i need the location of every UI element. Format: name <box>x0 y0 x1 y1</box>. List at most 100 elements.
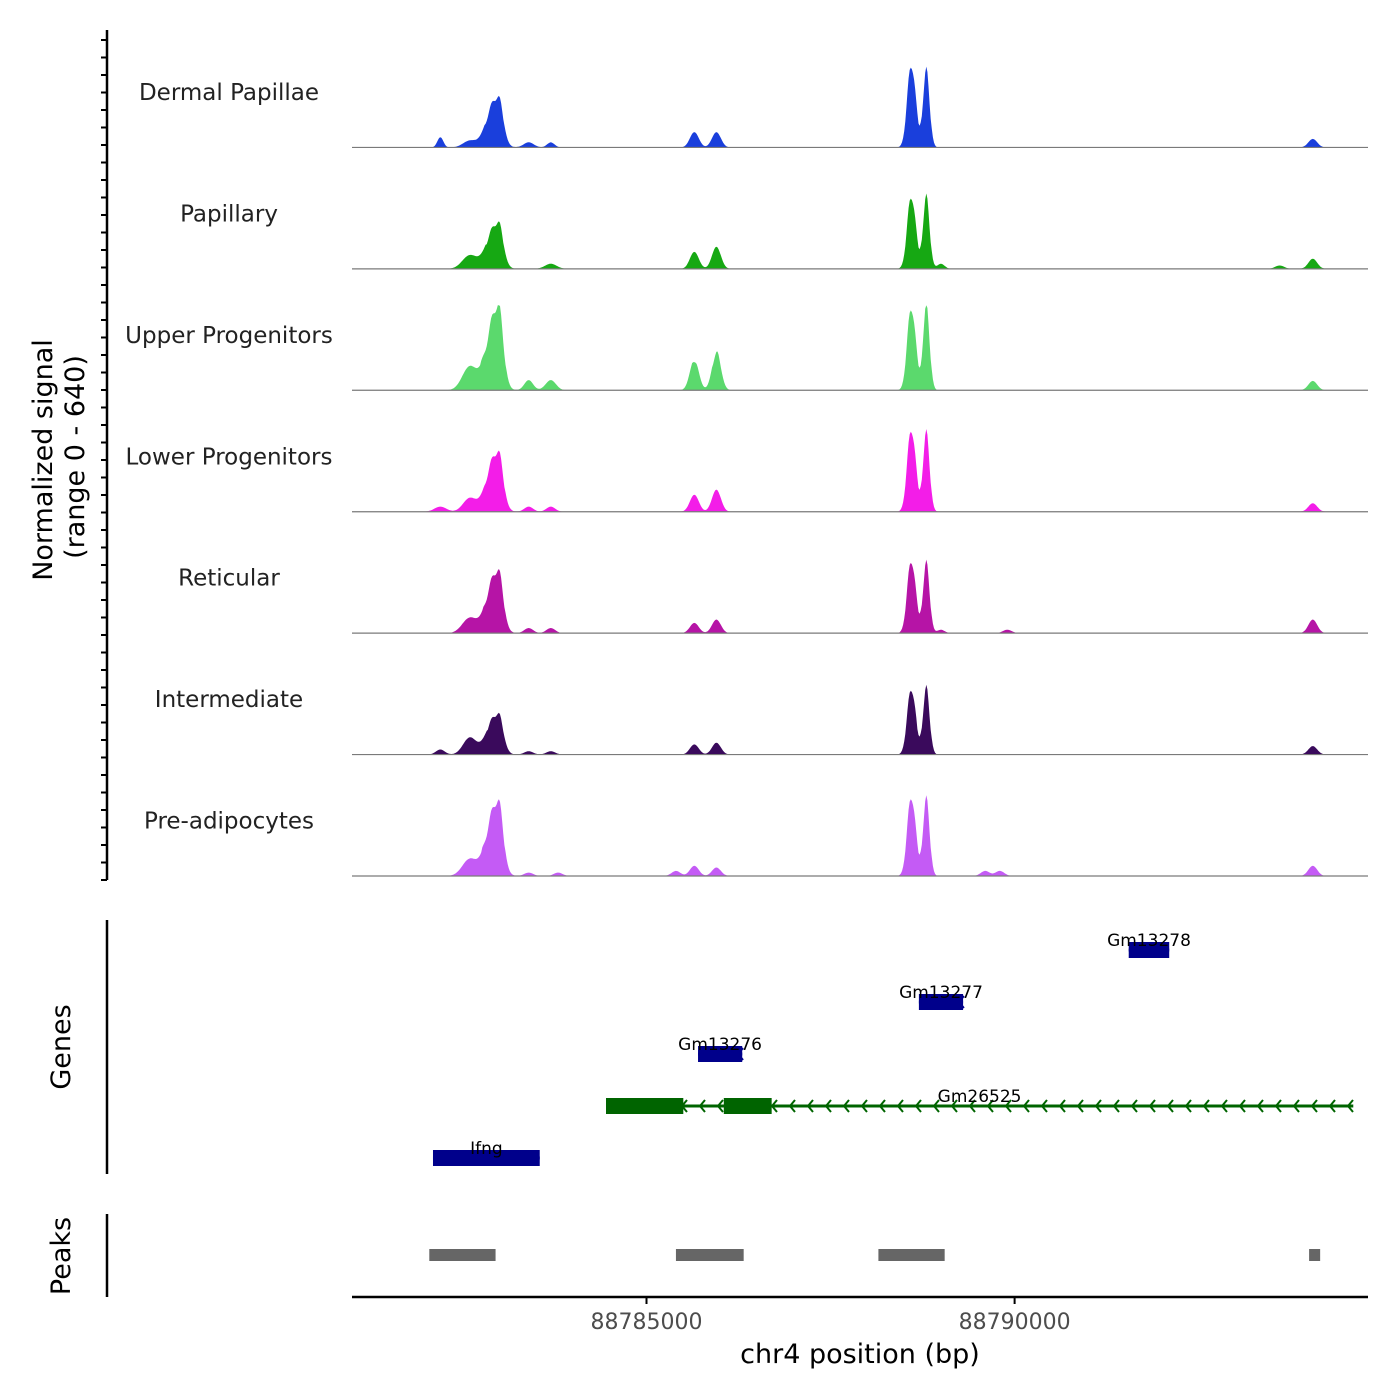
strand-arrow <box>939 995 947 1009</box>
strand-arrow <box>662 1099 670 1113</box>
strand-arrow <box>1112 1099 1120 1113</box>
peaks-panel <box>429 1249 1321 1261</box>
strand-arrow <box>932 1099 940 1113</box>
strand-arrow <box>1148 1099 1156 1113</box>
strand-arrow <box>1274 1099 1282 1113</box>
track-label: Reticular <box>178 566 280 592</box>
strand-arrow <box>986 1099 994 1113</box>
strand-arrow <box>1346 1099 1354 1113</box>
gene-gm13278: Gm13278 <box>1107 931 1191 958</box>
strand-arrow <box>1256 1099 1264 1113</box>
peak-region <box>878 1249 945 1261</box>
coverage-area <box>352 684 1368 755</box>
strand-arrow <box>914 1099 922 1113</box>
gene-label: Gm13277 <box>899 983 983 1003</box>
strand-arrow <box>896 1099 904 1113</box>
strand-arrow <box>1040 1099 1048 1113</box>
coverage-ylabel-line1: Normalized signal <box>28 339 59 581</box>
coverage-area <box>352 795 1368 876</box>
coverage-panel: Dermal Papillae Papillary Upper Progenitor… <box>125 66 1368 877</box>
strand-arrow <box>770 1099 778 1113</box>
strand-arrow <box>736 1047 744 1061</box>
strand-arrow <box>1220 1099 1228 1113</box>
strand-arrow <box>860 1099 868 1113</box>
track-label: Pre-adipocytes <box>144 809 314 835</box>
strand-arrow <box>608 1099 616 1113</box>
strand-arrow <box>842 1099 850 1113</box>
strand-arrow <box>950 1099 958 1113</box>
strand-arrow <box>1094 1099 1102 1113</box>
strand-arrow <box>824 1099 832 1113</box>
peak-region <box>1309 1249 1321 1261</box>
gene-gm26525: Gm26525 <box>606 1087 1354 1114</box>
gene-gm13276: Gm13276 <box>678 1035 762 1062</box>
strand-arrow <box>644 1099 652 1113</box>
coverage-area <box>352 66 1368 148</box>
track-label: Dermal Papillae <box>139 80 319 106</box>
gene-exon <box>1128 942 1170 958</box>
strand-arrow <box>507 1151 515 1165</box>
coverage-area <box>352 193 1368 269</box>
strand-arrow <box>1149 943 1157 957</box>
x-axis: 88785000 88790000 <box>352 1295 1368 1335</box>
coverage-ylabel-line2: (range 0 - 640) <box>60 355 91 559</box>
peak-region <box>429 1249 496 1261</box>
x-axis-label: chr4 position (bp) <box>740 1339 980 1370</box>
track-label: Upper Progenitors <box>125 323 333 349</box>
track-label: Intermediate <box>155 687 303 713</box>
strand-arrow <box>1131 943 1139 957</box>
gene-exon <box>723 1098 772 1114</box>
genes-panel: Gm13278 Gm13277 Gm13276 Gm26525 Ifng <box>432 931 1354 1166</box>
coverage-area <box>352 305 1368 391</box>
strand-arrow <box>718 1047 726 1061</box>
coverage-y-axis <box>101 30 109 881</box>
strand-arrow <box>1130 1099 1138 1113</box>
strand-arrow <box>1076 1099 1084 1113</box>
track-label: Lower Progenitors <box>126 444 333 470</box>
strand-arrow <box>734 1099 742 1113</box>
strand-arrow <box>680 1099 688 1113</box>
strand-arrow <box>806 1099 814 1113</box>
strand-arrow <box>921 995 929 1009</box>
strand-arrow <box>1238 1099 1246 1113</box>
gene-label: Gm13276 <box>678 1035 762 1055</box>
strand-arrow <box>1058 1099 1066 1113</box>
strand-arrow <box>716 1099 724 1113</box>
strand-arrow <box>489 1151 497 1165</box>
strand-arrow <box>525 1151 533 1165</box>
strand-arrow <box>878 1099 886 1113</box>
strand-arrow <box>698 1099 706 1113</box>
x-tick-label: 88790000 <box>959 1310 1071 1335</box>
strand-arrow <box>1292 1099 1300 1113</box>
strand-arrow <box>1310 1099 1318 1113</box>
strand-arrow <box>968 1099 976 1113</box>
strand-arrow <box>1022 1099 1030 1113</box>
genes-ylabel: Genes <box>46 1004 77 1089</box>
peaks-ylabel: Peaks <box>46 1217 77 1295</box>
strand-arrow <box>1004 1099 1012 1113</box>
gene-exon <box>606 1098 684 1114</box>
strand-arrow <box>752 1099 760 1113</box>
strand-arrow <box>788 1099 796 1113</box>
strand-arrow <box>471 1151 479 1165</box>
coverage-area <box>352 559 1368 634</box>
gene-label: Ifng <box>470 1139 503 1159</box>
strand-arrow <box>1328 1099 1336 1113</box>
gene-label: Gm26525 <box>938 1087 1022 1107</box>
peak-region <box>675 1249 744 1261</box>
gene-gm13277: Gm13277 <box>899 983 983 1010</box>
strand-arrow <box>435 1151 443 1165</box>
strand-arrow <box>1202 1099 1210 1113</box>
strand-arrow <box>700 1047 708 1061</box>
strand-arrow <box>626 1099 634 1113</box>
strand-arrow <box>453 1151 461 1165</box>
coverage-area <box>352 429 1368 512</box>
track-label: Papillary <box>180 201 278 227</box>
strand-arrow <box>957 995 965 1009</box>
strand-arrow <box>1184 1099 1192 1113</box>
x-tick-label: 88785000 <box>591 1310 703 1335</box>
gene-label: Gm13278 <box>1107 931 1191 951</box>
strand-arrow <box>1166 1099 1174 1113</box>
gene-ifng: Ifng <box>432 1139 540 1166</box>
